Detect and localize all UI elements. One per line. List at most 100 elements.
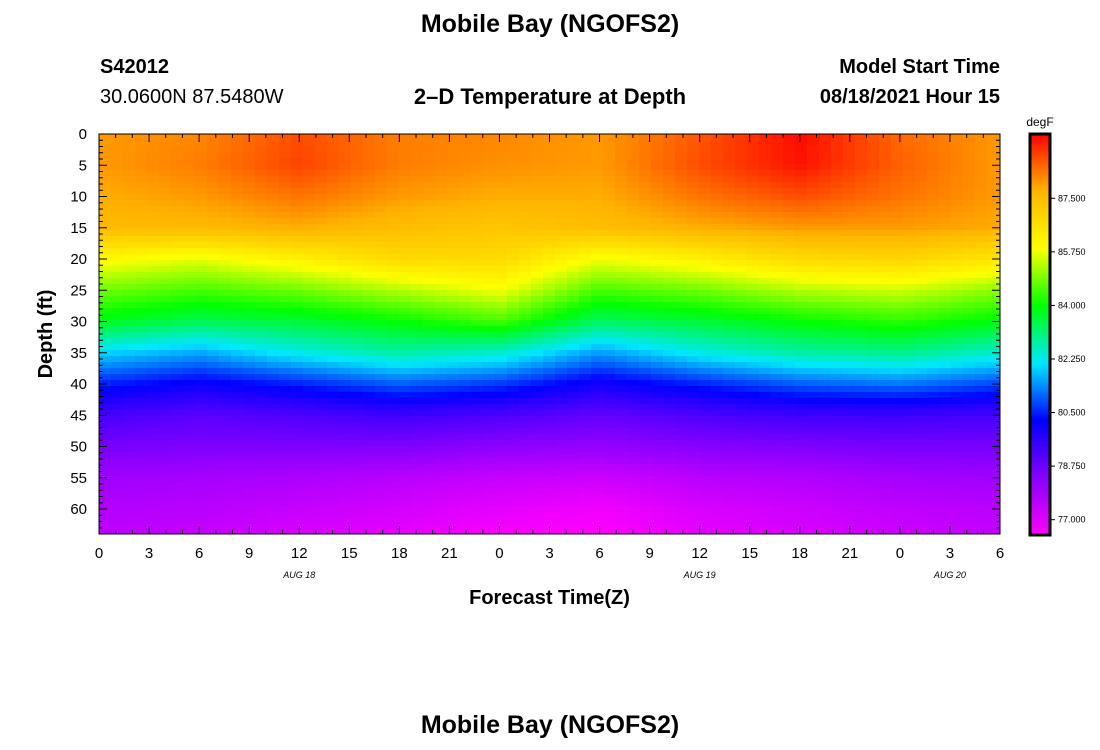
- heatmap-cell: [711, 158, 724, 165]
- heatmap-cell: [159, 386, 172, 393]
- heatmap-cell: [531, 350, 544, 357]
- heatmap-cell: [807, 254, 820, 261]
- heatmap-cell: [387, 146, 400, 153]
- heatmap-cell: [483, 188, 496, 195]
- heatmap-cell: [495, 296, 508, 303]
- heatmap-cell: [963, 266, 976, 273]
- heatmap-cell: [879, 284, 892, 291]
- heatmap-cell: [723, 218, 736, 225]
- heatmap-cell: [519, 356, 532, 363]
- station-coords: 30.0600N 87.5480W: [100, 86, 284, 108]
- heatmap-cell: [675, 500, 688, 507]
- heatmap-cell: [219, 500, 232, 507]
- heatmap-cell: [255, 284, 268, 291]
- heatmap-cell: [303, 518, 316, 525]
- heatmap-cell: [351, 266, 364, 273]
- heatmap-cell: [135, 164, 148, 171]
- heatmap-cell: [243, 326, 256, 333]
- heatmap-cell: [939, 338, 952, 345]
- heatmap-cell: [435, 134, 448, 141]
- heatmap-cell: [675, 338, 688, 345]
- heatmap-cell: [387, 440, 400, 447]
- heatmap-cell: [543, 386, 556, 393]
- heatmap-cell: [747, 344, 760, 351]
- heatmap-cell: [387, 314, 400, 321]
- heatmap-cell: [399, 380, 412, 387]
- heatmap-cell: [711, 188, 724, 195]
- heatmap-cell: [327, 464, 340, 471]
- heatmap-cell: [951, 308, 964, 315]
- heatmap-cell: [375, 182, 388, 189]
- heatmap-cell: [975, 434, 988, 441]
- heatmap-cell: [447, 134, 460, 141]
- heatmap-cell: [951, 506, 964, 513]
- heatmap-cell: [255, 164, 268, 171]
- heatmap-cell: [615, 434, 628, 441]
- heatmap-cell: [531, 458, 544, 465]
- heatmap-cell: [975, 206, 988, 213]
- heatmap-cell: [435, 470, 448, 477]
- heatmap-cell: [219, 212, 232, 219]
- heatmap-cell: [519, 224, 532, 231]
- heatmap-cell: [327, 344, 340, 351]
- heatmap-cell: [675, 422, 688, 429]
- heatmap-cell: [351, 302, 364, 309]
- heatmap-cell: [615, 140, 628, 147]
- heatmap-cell: [675, 344, 688, 351]
- heatmap-cell: [975, 470, 988, 477]
- heatmap-cell: [939, 404, 952, 411]
- heatmap-cell: [975, 176, 988, 183]
- heatmap-cell: [255, 296, 268, 303]
- heatmap-cell: [159, 212, 172, 219]
- heatmap-cell: [279, 524, 292, 531]
- heatmap-cell: [879, 254, 892, 261]
- heatmap-cell: [711, 518, 724, 525]
- heatmap-cell: [903, 530, 916, 534]
- heatmap-cell: [579, 506, 592, 513]
- heatmap-cell: [123, 170, 136, 177]
- heatmap-cell: [639, 332, 652, 339]
- heatmap-cell: [783, 164, 796, 171]
- heatmap-cell: [135, 278, 148, 285]
- heatmap-cell: [723, 242, 736, 249]
- heatmap-cell: [915, 140, 928, 147]
- heatmap-cell: [663, 524, 676, 531]
- heatmap-cell: [519, 416, 532, 423]
- heatmap-cell: [423, 338, 436, 345]
- heatmap-cell: [639, 260, 652, 267]
- heatmap-cell: [435, 356, 448, 363]
- heatmap-cell: [267, 368, 280, 375]
- heatmap-cell: [675, 326, 688, 333]
- heatmap-cell: [327, 476, 340, 483]
- heatmap-cell: [783, 332, 796, 339]
- heatmap-cell: [411, 242, 424, 249]
- heatmap-cell: [855, 356, 868, 363]
- heatmap-cell: [639, 446, 652, 453]
- heatmap-cell: [495, 146, 508, 153]
- heatmap-cell: [375, 392, 388, 399]
- heatmap-cell: [483, 212, 496, 219]
- heatmap-cell: [231, 362, 244, 369]
- heatmap-cell: [795, 494, 808, 501]
- heatmap-cell: [987, 242, 1000, 249]
- heatmap-cell: [375, 236, 388, 243]
- heatmap-cell: [279, 326, 292, 333]
- heatmap-cell: [351, 368, 364, 375]
- heatmap-cell: [183, 230, 196, 237]
- heatmap-cell: [879, 332, 892, 339]
- heatmap-cell: [723, 314, 736, 321]
- heatmap-cell: [675, 206, 688, 213]
- heatmap-cell: [927, 386, 940, 393]
- heatmap-cell: [315, 530, 328, 534]
- heatmap-cell: [711, 200, 724, 207]
- heatmap-cell: [207, 380, 220, 387]
- heatmap-cell: [471, 272, 484, 279]
- heatmap-cell: [267, 284, 280, 291]
- heatmap-cell: [399, 194, 412, 201]
- heatmap-cell: [795, 512, 808, 519]
- heatmap-cell: [159, 266, 172, 273]
- heatmap-cell: [663, 458, 676, 465]
- heatmap-cell: [519, 332, 532, 339]
- heatmap-cell: [975, 362, 988, 369]
- heatmap-cell: [459, 146, 472, 153]
